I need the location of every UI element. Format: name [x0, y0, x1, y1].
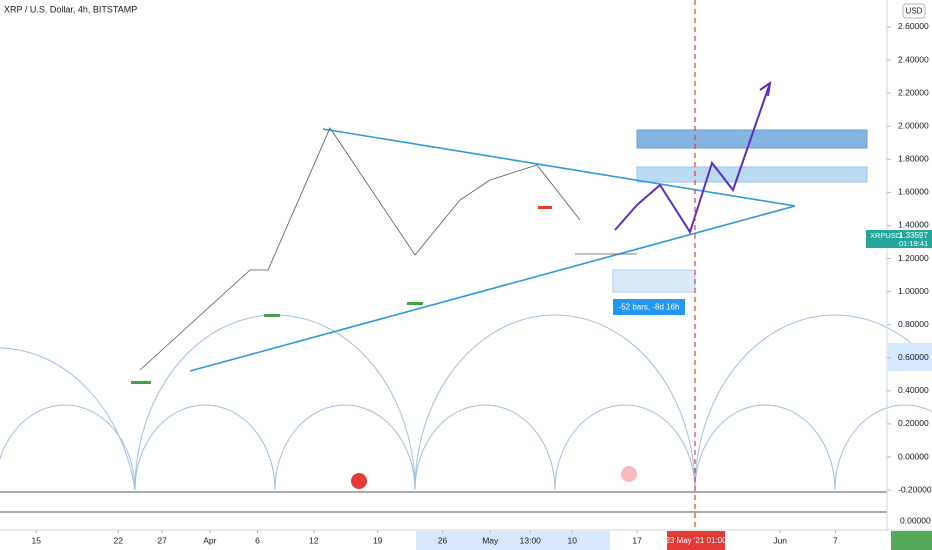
projection [614, 82, 771, 235]
cursor-date-bg [667, 531, 725, 550]
x-tick-label: 26 [438, 535, 448, 545]
measure-label-bg [613, 299, 685, 315]
projection-arrow [759, 80, 772, 97]
price-value: 1.33597 [899, 231, 928, 240]
marker [131, 381, 151, 384]
x-tick-label: 6 [255, 535, 260, 545]
x-tick-label: 15 [32, 535, 42, 545]
y-tick-label: 2.40000 [898, 54, 929, 64]
target-box [636, 166, 868, 183]
y-tick-label: 1.40000 [898, 220, 929, 230]
x-tick-label: 12 [309, 535, 319, 545]
cursor-date: 23 May '21 01:00 [665, 536, 727, 545]
marker [264, 314, 280, 317]
currency: USD [906, 7, 923, 16]
x-tick-label: 13:00 [520, 535, 542, 545]
y-tick-label: 0.00000 [898, 451, 929, 461]
marker [407, 302, 423, 305]
y-tick-label: 1.60000 [898, 187, 929, 197]
y-tick-label: 2.20000 [898, 87, 929, 97]
corner [891, 531, 932, 550]
x-tick-label: 19 [373, 535, 383, 545]
alert-icon [621, 466, 637, 482]
lower-pane-tick: 0.00000 [900, 515, 931, 525]
chart-title: XRP / U.S. Dollar, 4h, BITSTAMP [4, 4, 137, 14]
triangle-bottom [189, 205, 796, 372]
target-box [636, 129, 868, 149]
x-tick-label: 7 [833, 535, 838, 545]
y-tick-label: 2.00000 [898, 120, 929, 130]
y-tick-label: -0.20000 [898, 484, 932, 494]
y-tick-label: 1.00000 [898, 286, 929, 296]
time-range-highlight [416, 531, 610, 550]
measure-label: -52 bars, -8d 16h [619, 303, 680, 312]
currency-badge [902, 3, 926, 19]
y-tick-label: 0.40000 [898, 385, 929, 395]
x-tick-label: 27 [157, 535, 167, 545]
cycle-arcs-small [0, 404, 932, 491]
price-range-highlight [888, 343, 932, 371]
marker [538, 206, 552, 209]
x-tick-label: 10 [568, 535, 578, 545]
x-tick-label: Apr [203, 535, 216, 545]
x-tick-label: Jun [773, 535, 787, 545]
price-countdown: 01:19:41 [899, 239, 928, 248]
triangle-top [322, 128, 796, 207]
y-tick-label: 0.60000 [898, 352, 929, 362]
cycle-arcs-large [0, 314, 932, 491]
x-tick-label: 22 [114, 535, 124, 545]
price-symbol: XRPUSD [870, 231, 902, 240]
y-tick-label: 1.80000 [898, 154, 929, 164]
x-tick-label: 17 [632, 535, 642, 545]
price-tag-bg [866, 230, 932, 248]
y-tick-label: 0.20000 [898, 418, 929, 428]
y-tick-label: 2.60000 [898, 21, 929, 31]
alert-icon [351, 473, 367, 489]
swing-outline [139, 127, 581, 371]
y-tick-label: 0.80000 [898, 319, 929, 329]
x-tick-label: May [482, 535, 499, 545]
measure-box [612, 269, 696, 293]
y-tick-label: 1.20000 [898, 253, 929, 263]
